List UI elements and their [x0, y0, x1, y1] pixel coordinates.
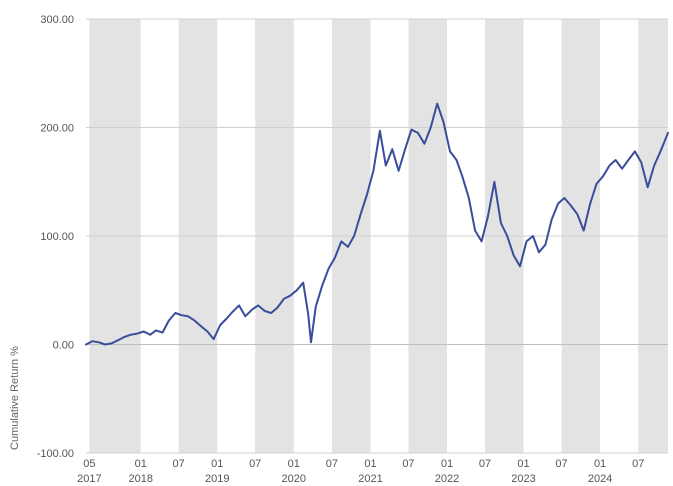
- x-tick-year-7: 2021: [358, 473, 382, 485]
- x-tick-month-9: 01: [441, 458, 453, 470]
- x-tick-month-8: 07: [402, 458, 414, 470]
- y-tick-label-1: 200.00: [40, 123, 74, 135]
- x-tick-month-6: 07: [326, 458, 338, 470]
- x-tick-month-5: 01: [288, 458, 300, 470]
- y-tick-label-4: -100.00: [37, 448, 74, 460]
- x-tick-month-2: 07: [173, 458, 185, 470]
- x-tick-month-13: 01: [594, 458, 606, 470]
- x-tick-month-3: 01: [211, 458, 223, 470]
- y-axis-tick-labels: 300.00 200.00 100.00 0.00 -100.00: [37, 14, 74, 460]
- x-tick-month-12: 07: [555, 458, 567, 470]
- series-layer: [85, 102, 669, 346]
- x-tick-month-11: 01: [517, 458, 529, 470]
- y-tick-label-2: 100.00: [40, 231, 74, 243]
- x-tick-year-0: 2017: [77, 473, 101, 485]
- x-tick-year-3: 2019: [205, 473, 229, 485]
- x-tick-year-5: 2020: [282, 473, 306, 485]
- x-tick-month-0: 05: [83, 458, 95, 470]
- x-axis-tick-labels: 05 2017 01 2018 07 01 2019 07 01 2020 07 01 2021 07 01…: [77, 458, 644, 485]
- x-tick-month-4: 07: [249, 458, 261, 470]
- x-tick-month-7: 01: [364, 458, 376, 470]
- x-tick-year-9: 2022: [435, 473, 459, 485]
- x-tick-year-1: 2018: [128, 473, 152, 485]
- x-tick-month-1: 01: [135, 458, 147, 470]
- y-tick-label-3: 0.00: [53, 340, 74, 352]
- x-tick-month-10: 07: [479, 458, 491, 470]
- x-tick-year-11: 2023: [511, 473, 535, 485]
- y-tick-label-0: 300.00: [40, 14, 74, 26]
- y-axis-title: Cumulative Return %: [9, 346, 21, 450]
- series-line-0: [85, 102, 669, 346]
- x-tick-month-14: 07: [632, 458, 644, 470]
- horizontal-gridlines: [86, 18, 668, 454]
- x-tick-year-13: 2024: [588, 473, 612, 485]
